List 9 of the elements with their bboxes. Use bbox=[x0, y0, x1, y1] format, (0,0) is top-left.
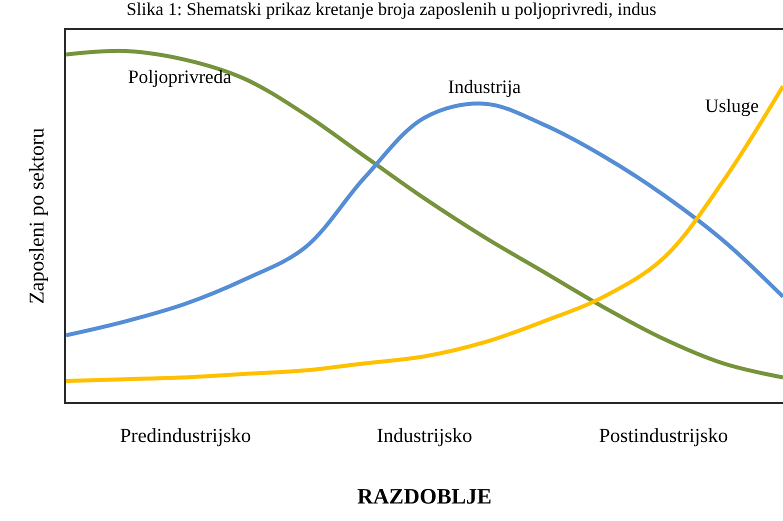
x-tick-label: Industrijsko bbox=[376, 425, 472, 447]
x-tick-label: Postindustrijsko bbox=[599, 425, 728, 447]
series-label: Poljoprivreda bbox=[128, 67, 232, 88]
x-tick-label: Predindustrijsko bbox=[120, 425, 252, 447]
chart-title: Slika 1: Shematski prikaz kretanje broja zaposlenih u poljoprivredi, indus bbox=[126, 0, 656, 20]
x-axis-title: RAZDOBLJE bbox=[357, 483, 492, 508]
series-label: Usluge bbox=[705, 96, 759, 117]
series-label: Industrija bbox=[448, 77, 522, 98]
y-axis-title: Zaposleni po sektoru bbox=[24, 127, 49, 304]
